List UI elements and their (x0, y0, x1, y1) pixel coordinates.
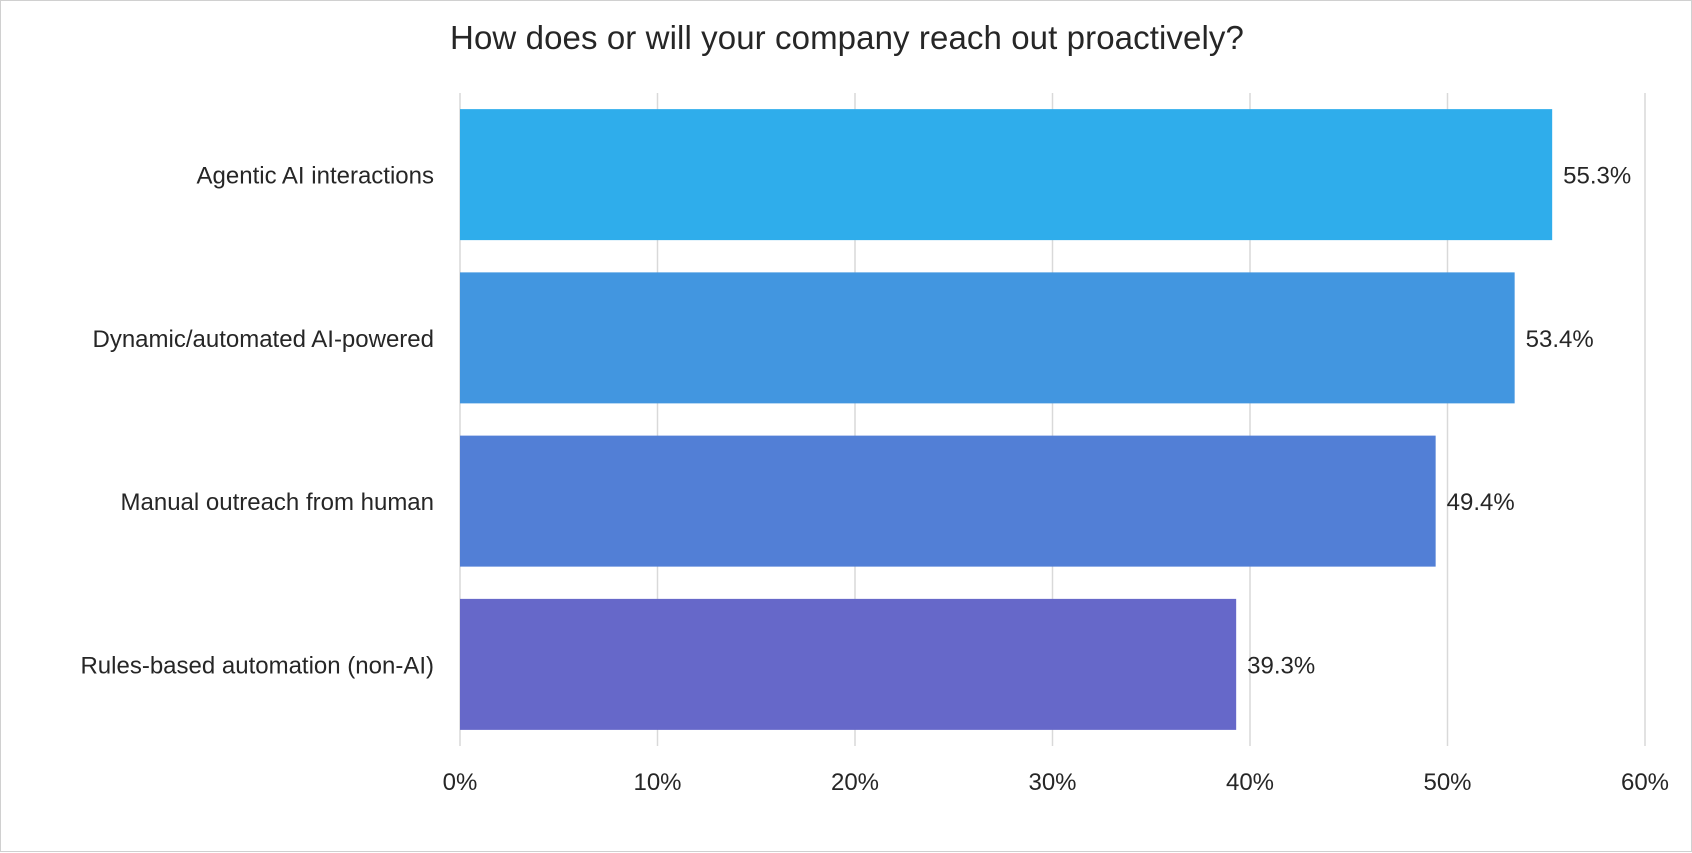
chart-title: How does or will your company reach out … (450, 19, 1244, 56)
x-tick-label: 40% (1226, 769, 1274, 796)
category-label: Agentic AI interactions (197, 163, 434, 190)
bar (460, 109, 1553, 241)
bars (460, 109, 1553, 730)
x-tick-label: 60% (1621, 769, 1669, 796)
data-label: 55.3% (1563, 163, 1631, 190)
labels: 0% 10% 20% 30% 40% 50% 60% Agentic AI interacti… (80, 163, 1669, 796)
x-tick-label: 50% (1423, 769, 1471, 796)
category-label: Manual outreach from human (121, 489, 435, 516)
x-tick-label: 10% (633, 769, 681, 796)
x-tick-label: 0% (443, 769, 478, 796)
data-label: 39.3% (1247, 652, 1315, 679)
x-tick-label: 20% (831, 769, 879, 796)
category-label: Dynamic/automated AI-powered (92, 326, 434, 353)
bar (460, 435, 1436, 567)
x-tick-label: 30% (1028, 769, 1076, 796)
data-label: 49.4% (1447, 489, 1515, 516)
data-label: 53.4% (1526, 326, 1594, 353)
category-label: Rules-based automation (non-AI) (80, 652, 434, 679)
bar (460, 598, 1237, 730)
bar (460, 272, 1515, 404)
